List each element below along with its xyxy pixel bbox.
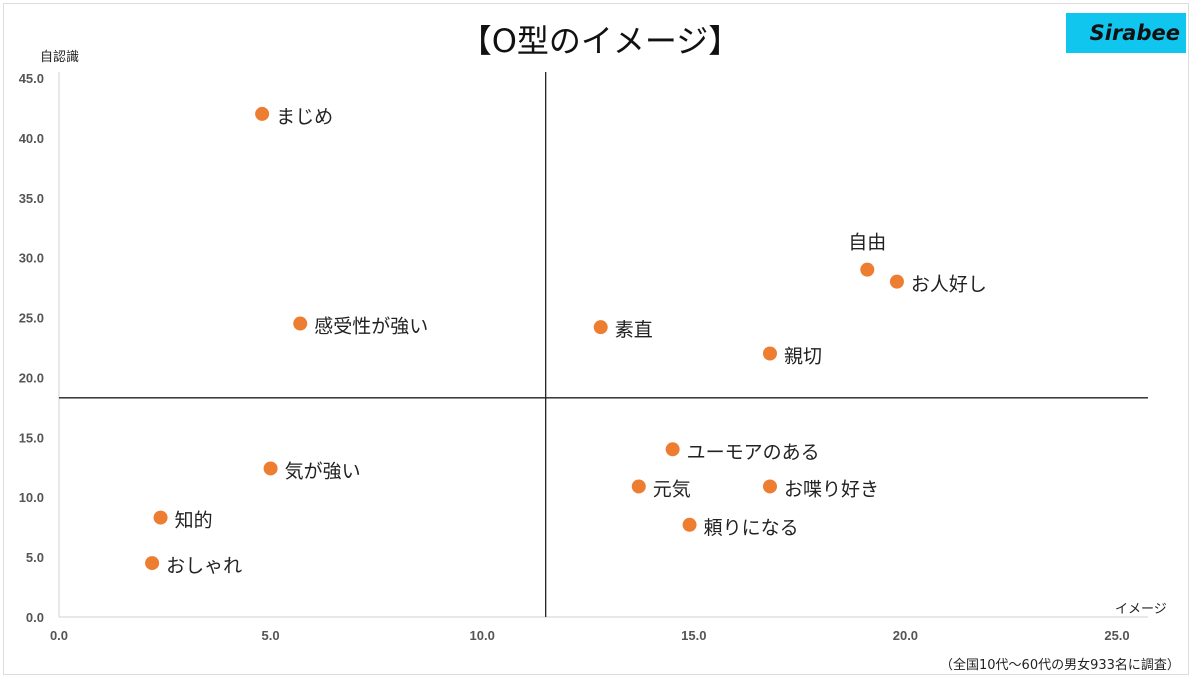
y-axis-label: 自認識 (40, 50, 80, 65)
data-point (153, 510, 168, 525)
data-point-label: 頼りになる (704, 517, 799, 539)
y-tick-label: 25.0 (19, 311, 44, 326)
y-tick-label: 15.0 (19, 430, 44, 445)
data-point (293, 316, 308, 331)
y-tick-label: 10.0 (19, 490, 44, 505)
data-point (860, 262, 875, 277)
y-tick-label: 20.0 (19, 370, 44, 385)
x-tick-label: 20.0 (893, 628, 918, 643)
data-point (145, 556, 160, 571)
survey-note: （全国10代〜60代の男女933名に調査） (940, 658, 1180, 673)
x-tick-label: 15.0 (681, 628, 706, 643)
sirabee-logo: Sirabee (1066, 13, 1186, 53)
data-point (665, 442, 680, 457)
chart-title: 【O型のイメージ】 (459, 22, 741, 60)
data-point-label: 自由 (848, 232, 886, 254)
y-tick-label: 5.0 (26, 550, 44, 565)
data-point-label: 元気 (653, 478, 691, 500)
y-tick-label: 0.0 (26, 610, 44, 625)
y-tick-label: 40.0 (19, 131, 44, 146)
logo-text: Sirabee (1089, 21, 1180, 45)
x-tick-label: 5.0 (262, 628, 280, 643)
x-tick-label: 25.0 (1104, 628, 1129, 643)
data-point-label: 気が強い (285, 460, 361, 482)
x-tick-label: 0.0 (50, 628, 68, 643)
data-point (762, 479, 777, 494)
data-point (631, 479, 646, 494)
x-tick-label: 10.0 (470, 628, 495, 643)
data-point (682, 517, 697, 532)
y-tick-label: 45.0 (19, 71, 44, 86)
y-tick-label: 35.0 (19, 191, 44, 206)
data-point-label: ユーモアのある (687, 441, 820, 463)
data-point-label: 知的 (175, 510, 213, 532)
x-axis-label: イメージ (1115, 602, 1167, 617)
data-point-label: 親切 (784, 345, 822, 367)
data-point (889, 274, 904, 289)
data-point (762, 346, 777, 361)
data-point-label: お喋り好き (784, 478, 879, 500)
data-point (263, 461, 278, 476)
data-point-label: 感受性が強い (314, 316, 428, 338)
data-point-label: おしゃれ (166, 555, 242, 577)
data-point (593, 320, 608, 335)
data-point-label: お人好し (911, 274, 987, 296)
data-point (255, 106, 270, 121)
data-point-label: 素直 (615, 319, 653, 341)
chart-frame (3, 3, 1189, 675)
data-point-label: まじめ (276, 106, 333, 128)
y-tick-label: 30.0 (19, 251, 44, 266)
